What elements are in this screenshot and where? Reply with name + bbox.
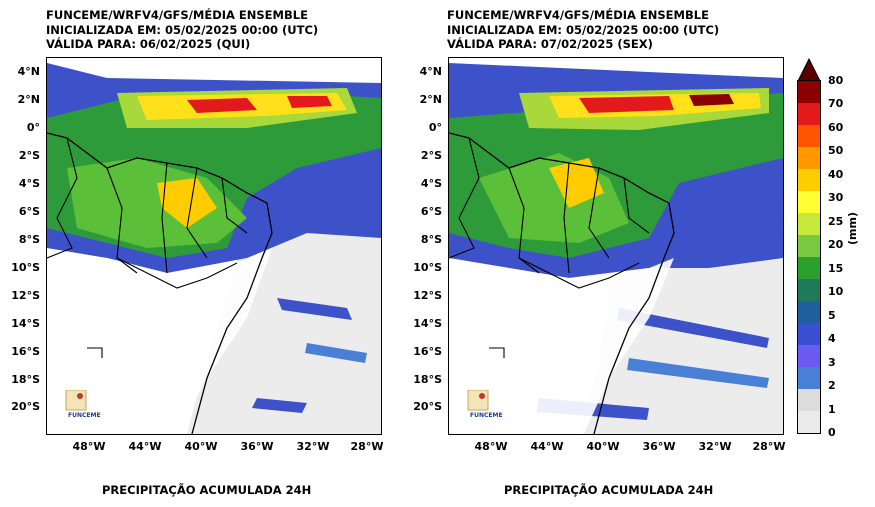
colorbar-swatch <box>798 169 820 191</box>
colorbar-swatch <box>798 81 820 103</box>
right-lon-label: 32°W <box>698 440 732 453</box>
left-lat-label: 0° <box>26 121 40 134</box>
colorbar-swatch <box>798 345 820 367</box>
left-lon-label: 32°W <box>296 440 330 453</box>
colorbar-tick-label: 1 <box>828 402 836 416</box>
right-caption: PRECIPITAÇÃO ACUMULADA 24H <box>504 483 714 497</box>
colorbar-tick-label: 40 <box>828 167 844 181</box>
left-lat-label: 4°S <box>18 177 40 190</box>
right-title-line2: INICIALIZADA EM: 05/02/2025 00:00 (UTC) <box>447 23 720 37</box>
right-lat-label: 18°S <box>413 373 442 386</box>
left-lat-label: 18°S <box>11 373 40 386</box>
left-lat-label: 8°S <box>18 233 40 246</box>
right-lon-label: 48°W <box>474 440 508 453</box>
colorbar-swatch <box>798 213 820 235</box>
right-funceme-logo <box>458 389 498 420</box>
colorbar-tick-label: 15 <box>828 261 844 275</box>
colorbar-tick-label: 10 <box>828 285 844 299</box>
right-lat-label: 2°S <box>420 149 442 162</box>
colorbar-tick-label: 2 <box>828 379 836 393</box>
colorbar-swatch <box>798 257 820 279</box>
right-lat-label: 4°N <box>419 65 442 78</box>
left-precip-map <box>46 57 382 435</box>
colorbar-unit: (mm) <box>846 212 859 245</box>
right-precip-map <box>448 57 784 435</box>
left-lat-label: 4°N <box>17 65 40 78</box>
right-lat-label: 0° <box>428 121 442 134</box>
left-caption: PRECIPITAÇÃO ACUMULADA 24H <box>102 483 312 497</box>
right-lat-label: 8°S <box>420 233 442 246</box>
right-lat-label: 16°S <box>413 345 442 358</box>
colorbar-swatch <box>798 125 820 147</box>
left-lat-label: 2°N <box>17 93 40 106</box>
left-lat-label: 16°S <box>11 345 40 358</box>
left-lon-label: 40°W <box>184 440 218 453</box>
left-lat-label: 20°S <box>11 400 40 413</box>
left-lat-label: 12°S <box>11 289 40 302</box>
left-title-line1: FUNCEME/WRFV4/GFS/MÉDIA ENSEMBLE <box>46 8 308 22</box>
right-lon-label: 40°W <box>586 440 620 453</box>
colorbar-tick-label: 30 <box>828 191 844 205</box>
right-lat-label: 20°S <box>413 400 442 413</box>
colorbar-tick-label: 50 <box>828 144 844 158</box>
right-title-line1: FUNCEME/WRFV4/GFS/MÉDIA ENSEMBLE <box>447 8 709 22</box>
right-logo-text: FUNCEME <box>470 412 503 419</box>
colorbar-tick-label: 70 <box>828 97 844 111</box>
right-lat-label: 10°S <box>413 261 442 274</box>
left-lat-label: 14°S <box>11 317 40 330</box>
colorbar-tick-label: 25 <box>828 214 844 228</box>
colorbar-swatch <box>798 301 820 323</box>
left-lat-label: 2°S <box>18 149 40 162</box>
left-lat-label: 6°S <box>18 205 40 218</box>
colorbar-tick-label: 5 <box>828 308 836 322</box>
left-lon-label: 48°W <box>72 440 106 453</box>
right-lat-label: 2°N <box>419 93 442 106</box>
colorbar-swatch <box>798 235 820 257</box>
colorbar-tick-label: 4 <box>828 332 836 346</box>
colorbar-swatch <box>798 191 820 213</box>
right-lat-label: 14°S <box>413 317 442 330</box>
colorbar-swatch <box>798 389 820 411</box>
right-lon-label: 44°W <box>530 440 564 453</box>
colorbar-tick-label: 60 <box>828 120 844 134</box>
left-lon-label: 36°W <box>240 440 274 453</box>
right-title-line3: VÁLIDA PARA: 07/02/2025 (SEX) <box>447 37 653 51</box>
left-title-line2: INICIALIZADA EM: 05/02/2025 00:00 (UTC) <box>46 23 319 37</box>
right-lon-label: 28°W <box>752 440 786 453</box>
right-lat-label: 6°S <box>420 205 442 218</box>
colorbar-tick-label: 0 <box>828 426 836 439</box>
right-lon-label: 36°W <box>642 440 676 453</box>
left-funceme-logo <box>56 389 96 420</box>
colorbar-swatch <box>798 103 820 125</box>
colorbar-tick-label: 20 <box>828 238 844 252</box>
colorbar <box>797 80 821 434</box>
colorbar-swatch <box>798 411 820 433</box>
left-lon-label: 44°W <box>128 440 162 453</box>
left-lat-label: 10°S <box>11 261 40 274</box>
left-logo-text: FUNCEME <box>68 412 101 419</box>
colorbar-extend-arrow <box>797 58 821 82</box>
colorbar-swatch <box>798 279 820 301</box>
left-lon-label: 28°W <box>350 440 384 453</box>
colorbar-swatch <box>798 367 820 389</box>
right-lat-label: 4°S <box>420 177 442 190</box>
colorbar-swatch <box>798 323 820 345</box>
colorbar-tick-label: 3 <box>828 355 836 369</box>
colorbar-tick-label: 80 <box>828 74 844 87</box>
colorbar-swatch <box>798 147 820 169</box>
left-title-line3: VÁLIDA PARA: 06/02/2025 (QUI) <box>46 37 251 51</box>
right-lat-label: 12°S <box>413 289 442 302</box>
